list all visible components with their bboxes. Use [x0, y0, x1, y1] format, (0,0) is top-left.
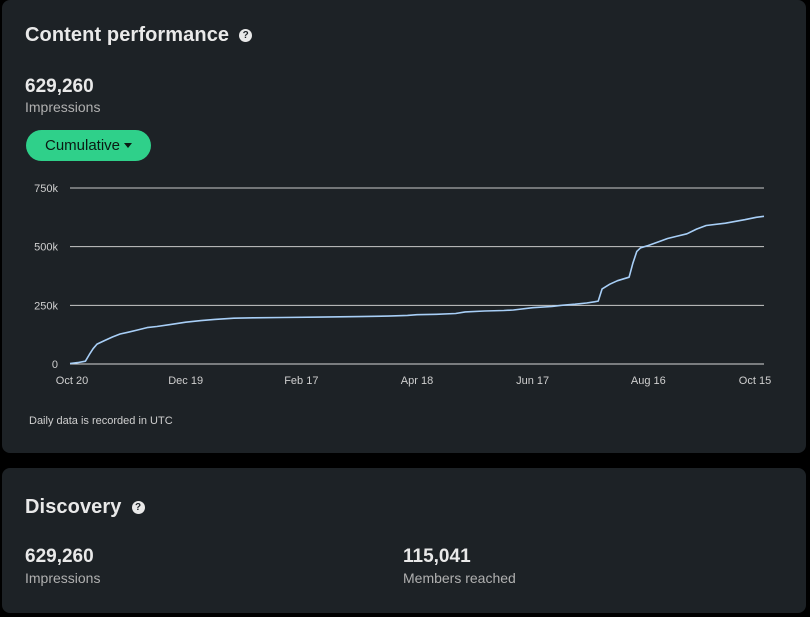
caret-down-icon — [124, 143, 133, 148]
content-performance-title: Content performance — [25, 24, 230, 46]
x-tick-label: Feb 17 — [284, 375, 318, 387]
x-tick-label: Aug 16 — [631, 375, 666, 387]
cumulative-dropdown-label: Cumulative — [44, 137, 121, 154]
y-tick-label: 250k — [34, 300, 58, 312]
impressions-label: Impressions — [25, 99, 101, 115]
members-reached-value: 115,041 — [403, 546, 471, 567]
y-axis-labels: 750k 500k 250k 0 — [34, 183, 58, 371]
content-performance-card: Content performance ? 629,260 Impression… — [2, 0, 806, 453]
y-tick-label: 500k — [34, 242, 58, 254]
x-tick-label: Oct 20 — [56, 375, 88, 387]
y-tick-label: 0 — [52, 359, 58, 371]
y-grid — [70, 187, 764, 365]
discovery-card: Discovery ? 629,260 Impressions 115,041 … — [2, 468, 806, 613]
utc-footnote: Daily data is recorded in UTC — [29, 415, 173, 427]
x-tick-label: Jun 17 — [516, 375, 549, 387]
impressions-chart: 750k 500k 250k 0 Oct 20 Dec 19 Feb 17 Apr 18 Ju… — [34, 183, 771, 387]
x-axis-labels: Oct 20 Dec 19 Feb 17 Apr 18 Jun 17 Aug 16 Oct … — [56, 375, 771, 387]
discovery-impressions-value: 629,260 — [25, 546, 94, 567]
discovery-title: Discovery — [25, 496, 122, 518]
question-icon[interactable]: ? — [239, 29, 253, 42]
x-tick-label: Apr 18 — [401, 375, 433, 387]
x-tick-label: Oct 15 — [739, 375, 771, 387]
question-icon[interactable]: ? — [131, 501, 145, 514]
impressions-value: 629,260 — [25, 76, 94, 97]
discovery-impressions-label: Impressions — [25, 570, 101, 586]
x-tick-label: Dec 19 — [168, 375, 203, 387]
cumulative-dropdown-button[interactable]: Cumulative — [26, 130, 151, 161]
content-performance-header: Content performance ? — [25, 24, 253, 47]
members-reached-label: Members reached — [403, 570, 516, 586]
discovery-header: Discovery ? — [25, 496, 145, 519]
y-tick-label: 750k — [34, 183, 58, 195]
impressions-series-line — [69, 215, 765, 365]
